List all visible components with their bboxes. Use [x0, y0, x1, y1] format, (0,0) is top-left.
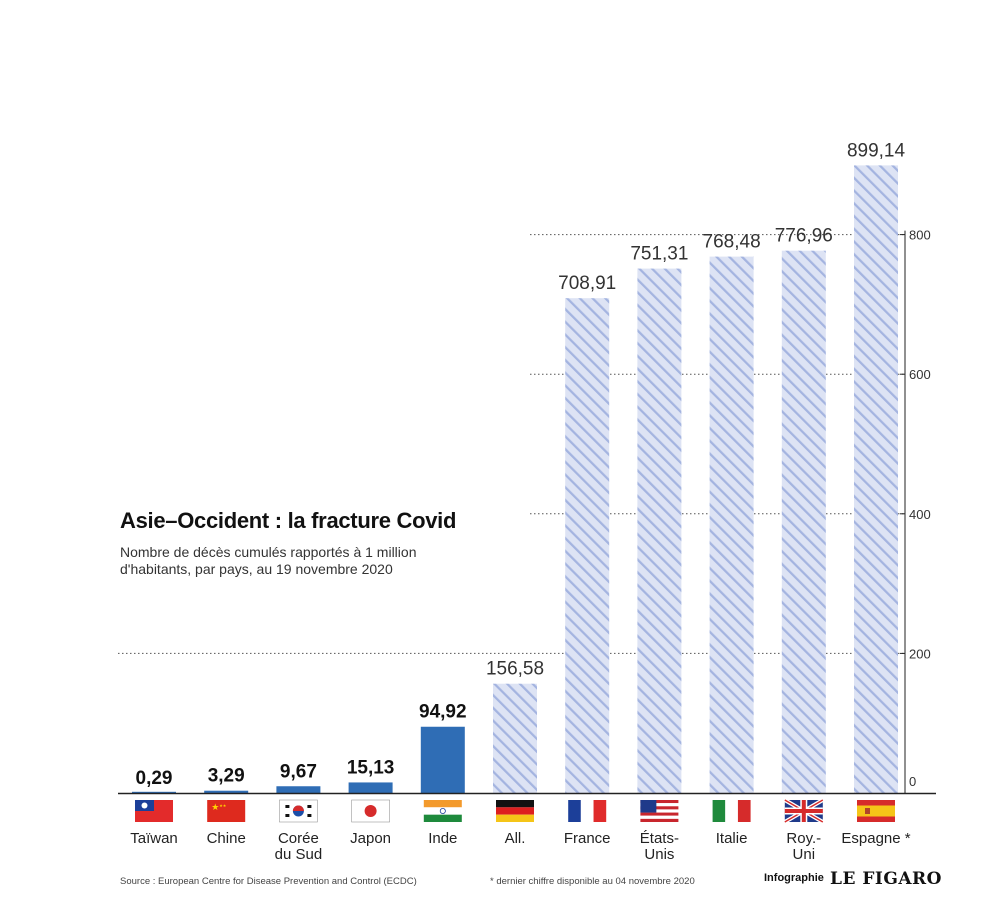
category-label-8: Italie [716, 830, 748, 847]
ytick-label-0: 0 [909, 774, 916, 789]
value-label-0: 0,29 [136, 768, 173, 789]
value-label-10: 899,14 [847, 140, 906, 161]
value-label-6: 708,91 [558, 273, 616, 294]
value-label-4: 94,92 [419, 702, 467, 723]
ytick-label-600: 600 [909, 367, 931, 382]
ytick-label-800: 800 [909, 228, 931, 243]
category-label-10: Espagne * [841, 830, 910, 847]
flags: ★ ★★ [135, 798, 895, 824]
bar-8 [709, 256, 754, 793]
category-label-6: France [564, 830, 611, 847]
value-label-3: 15,13 [347, 757, 395, 778]
taiwan-flag-icon [135, 800, 173, 822]
bar-5 [493, 683, 537, 793]
south-korea-flag-icon [279, 799, 318, 823]
bar-7 [637, 268, 682, 793]
bar-9 [781, 250, 826, 794]
bar-0 [132, 791, 176, 793]
bar-6 [565, 298, 610, 793]
value-label-7: 751,31 [630, 244, 688, 265]
gridlines [118, 234, 905, 654]
category-label-3: Japon [350, 830, 391, 847]
uk-flag-icon [783, 798, 824, 824]
le-figaro-logo: LE FIGARO [830, 869, 942, 889]
ytick-label-400: 400 [909, 507, 931, 522]
spain-flag-icon [857, 800, 895, 822]
source-note: Source : European Centre for Disease Pre… [120, 876, 417, 887]
chart-title: Asie–Occident : la fracture Covid [120, 508, 457, 533]
svg-text:★★: ★★ [219, 803, 227, 808]
bar-4 [420, 726, 465, 793]
value-label-2: 9,67 [280, 761, 317, 782]
ytick-label-200: 200 [909, 646, 931, 661]
germany-flag-icon [496, 800, 534, 822]
svg-text:★: ★ [211, 803, 219, 813]
category-label-2-line-1: du Sud [275, 846, 323, 863]
category-label-2-line-0: Corée [278, 830, 319, 847]
usa-flag-icon [640, 800, 679, 822]
value-label-5: 156,58 [486, 659, 544, 680]
category-label-9-line-0: Roy.- [786, 830, 821, 847]
bar-3 [348, 782, 393, 793]
value-labels: 0,29 3,29 9,67 15,13 94,92 156,58 708,91 751,31… [136, 140, 906, 788]
category-label-9-line-1: Uni [793, 846, 816, 863]
value-label-9: 776,96 [775, 226, 833, 247]
value-label-8: 768,48 [703, 232, 761, 253]
japan-flag-icon [351, 799, 390, 823]
category-label-5: All. [505, 830, 526, 847]
category-label-7-line-0: États- [640, 830, 679, 847]
italy-flag-icon [712, 800, 751, 822]
bar-10 [854, 165, 898, 794]
category-label-4: Inde [428, 830, 457, 847]
value-label-1: 3,29 [208, 766, 245, 787]
credit-label: Infographie [764, 872, 824, 884]
bar-2 [276, 786, 321, 793]
footnote: * dernier chiffre disponible au 04 novem… [490, 876, 695, 887]
india-flag-icon [423, 800, 462, 822]
china-flag-icon: ★ ★★ [207, 800, 246, 822]
category-label-1: Chine [207, 830, 246, 847]
chart-subtitle: Nombre de décès cumulés rapportés à 1 mi… [120, 544, 417, 577]
bar-1 [204, 790, 249, 793]
bars [132, 165, 898, 794]
category-label-0: Taïwan [130, 830, 178, 847]
category-label-7-line-1: Unis [644, 846, 674, 863]
france-flag-icon [568, 800, 607, 822]
axes: 0 200 400 600 800 [118, 228, 936, 795]
